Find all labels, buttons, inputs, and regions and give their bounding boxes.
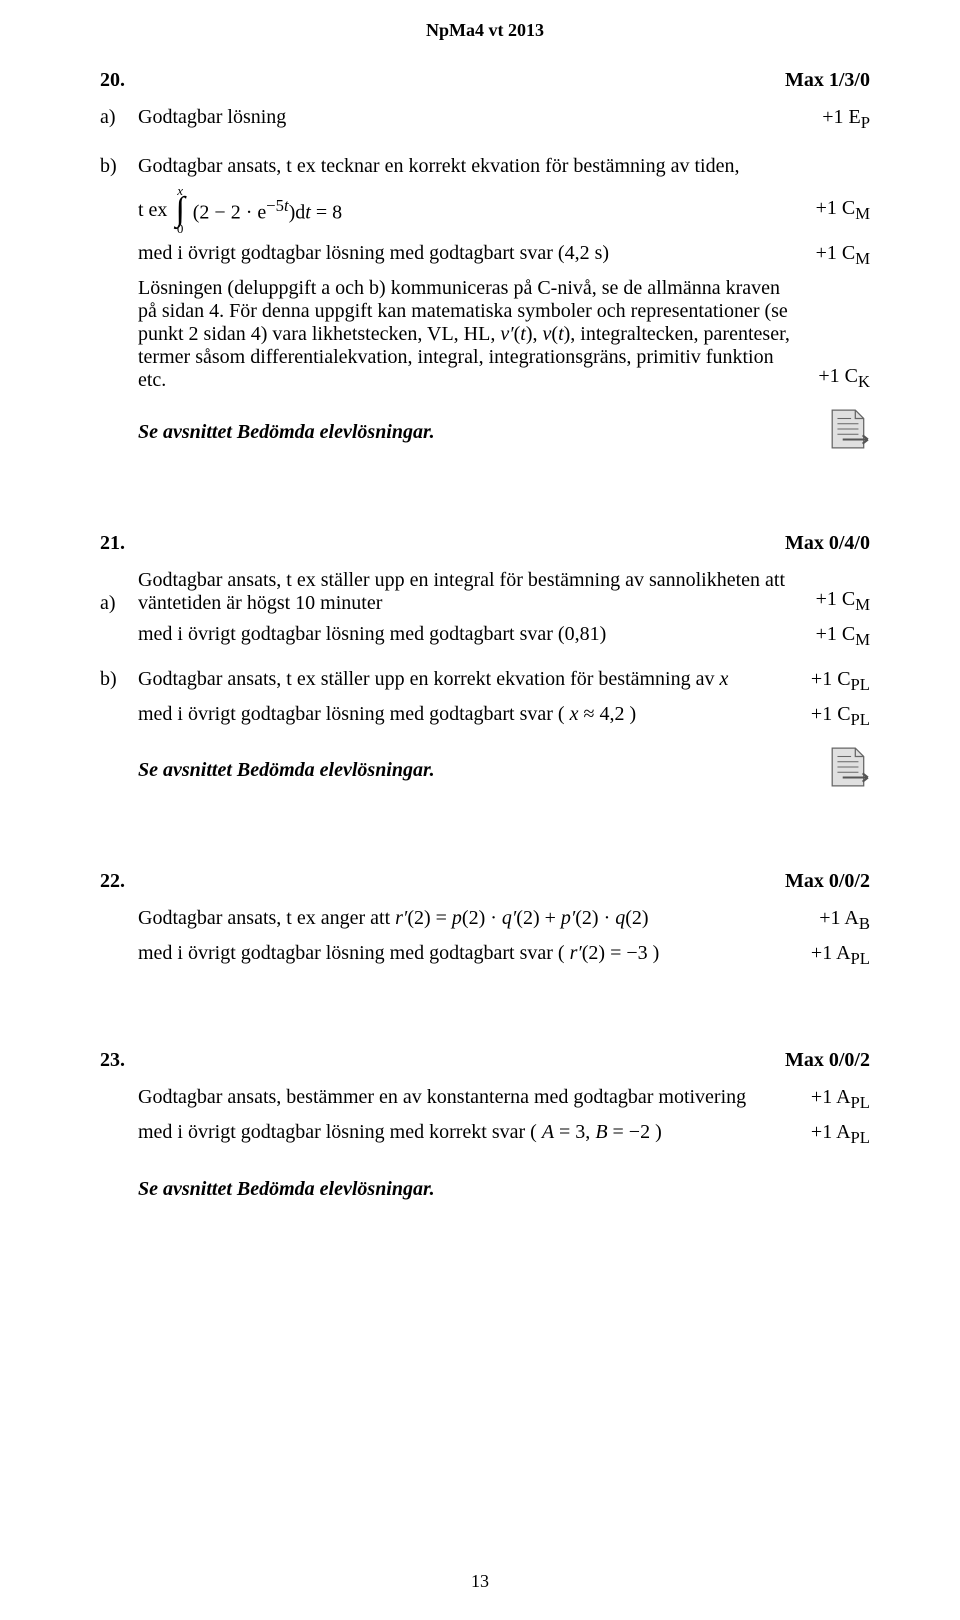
- q21a-pts2: +1 CM: [790, 623, 870, 650]
- q21-number: 21.: [100, 532, 125, 555]
- q23-line1: Godtagbar ansats, bestämmer en av konsta…: [138, 1086, 790, 1109]
- exam-header: NpMa4 vt 2013: [100, 20, 870, 41]
- q23-line2-row: med i övrigt godtagbar lösning med korre…: [100, 1121, 870, 1148]
- q20b-line2-row: med i övrigt godtagbar lösning med godta…: [100, 242, 870, 269]
- q23-see-section-row: Se avsnittet Bedömda elevlösningar.: [100, 1178, 870, 1201]
- q21a-line1: Godtagbar ansats, t ex ställer upp en in…: [138, 569, 790, 615]
- q21a-line1-row: a) Godtagbar ansats, t ex ställer upp en…: [100, 569, 870, 615]
- q21a-line2: med i övrigt godtagbar lösning med godta…: [138, 623, 790, 646]
- q21-see-section-row: Se avsnittet Bedömda elevlösningar.: [100, 746, 870, 794]
- q22-pts2: +1 APL: [790, 942, 870, 969]
- q20b-tex-prefix: t ex: [138, 199, 167, 222]
- q20b-line1: Godtagbar ansats, t ex tecknar en korrek…: [138, 155, 790, 178]
- q20-see-section-row: Se avsnittet Bedömda elevlösningar.: [100, 408, 870, 456]
- q20b-integral-row: t ex x ∫ 0 (2 − 2 · e−5t)dt = 8 +1 CM: [100, 186, 870, 234]
- q21b-line2: med i övrigt godtagbar lösning med godta…: [138, 703, 790, 726]
- q20a-row: a) Godtagbar lösning +1 EP: [100, 106, 870, 133]
- q20b-label: b): [100, 155, 138, 178]
- q20b-pts2: +1 CM: [790, 242, 870, 269]
- q23-number: 23.: [100, 1049, 125, 1072]
- q20b-integrand: (2 − 2 · e−5t)dt = 8: [193, 196, 342, 225]
- q20b-pts1: +1 CM: [790, 197, 870, 224]
- q21b-pts2: +1 CPL: [790, 703, 870, 730]
- q23-max: Max 0/0/2: [785, 1049, 870, 1072]
- page-number: 13: [0, 1571, 960, 1592]
- q21a-line2-row: med i övrigt godtagbar lösning med godta…: [100, 623, 870, 650]
- q20b-pts3: +1 CK: [790, 365, 870, 392]
- q20a-points: +1 EP: [790, 106, 870, 133]
- document-icon: [822, 408, 870, 456]
- q23-line1-row: Godtagbar ansats, bestämmer en av konsta…: [100, 1086, 870, 1113]
- q20b-line3-row: Lösningen (deluppgift a och b) kommunice…: [100, 277, 870, 392]
- q21b-label: b): [100, 668, 138, 691]
- q22-max: Max 0/0/2: [785, 870, 870, 893]
- q21b-pts1: +1 CPL: [790, 668, 870, 695]
- q22-line2: med i övrigt godtagbar lösning med godta…: [138, 942, 790, 965]
- q21b-line1-row: b) Godtagbar ansats, t ex ställer upp en…: [100, 668, 870, 695]
- q20b-intro-row: b) Godtagbar ansats, t ex tecknar en kor…: [100, 155, 870, 178]
- q23-pts2: +1 APL: [790, 1121, 870, 1148]
- q23-see-section: Se avsnittet Bedömda elevlösningar.: [138, 1178, 870, 1201]
- q22-line2-row: med i övrigt godtagbar lösning med godta…: [100, 942, 870, 969]
- q21a-label: a): [100, 592, 138, 615]
- q21b-line2-row: med i övrigt godtagbar lösning med godta…: [100, 703, 870, 730]
- q21-see-section: Se avsnittet Bedömda elevlösningar.: [138, 759, 822, 782]
- document-icon: [822, 746, 870, 794]
- q21b-line1: Godtagbar ansats, t ex ställer upp en ko…: [138, 668, 790, 691]
- q20-number: 20.: [100, 69, 125, 92]
- q21-max: Max 0/4/0: [785, 532, 870, 555]
- q23-pts1: +1 APL: [790, 1086, 870, 1113]
- q20b-line3: Lösningen (deluppgift a och b) kommunice…: [138, 277, 790, 392]
- q22-number: 22.: [100, 870, 125, 893]
- q21a-pts1: +1 CM: [790, 588, 870, 615]
- q22-line1: Godtagbar ansats, t ex anger att r′(2) =…: [138, 907, 790, 930]
- q23-line2: med i övrigt godtagbar lösning med korre…: [138, 1121, 790, 1144]
- q20b-line2: med i övrigt godtagbar lösning med godta…: [138, 242, 790, 265]
- q22-pts1: +1 AB: [790, 907, 870, 934]
- q20-max: Max 1/3/0: [785, 69, 870, 92]
- q20a-text: Godtagbar lösning: [138, 106, 790, 129]
- q20a-label: a): [100, 106, 138, 129]
- q20-see-section: Se avsnittet Bedömda elevlösningar.: [138, 421, 822, 444]
- q22-line1-row: Godtagbar ansats, t ex anger att r′(2) =…: [100, 907, 870, 934]
- integral-symbol: x ∫ 0: [173, 186, 186, 234]
